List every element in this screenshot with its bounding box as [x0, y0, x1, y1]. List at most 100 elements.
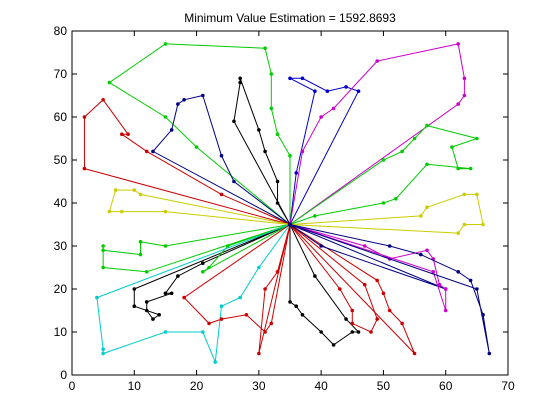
route-point [144, 270, 149, 274]
route-18 [288, 222, 417, 356]
route-point [244, 313, 249, 317]
route-point [201, 270, 205, 274]
route-point [213, 360, 218, 364]
route-point [450, 145, 454, 149]
route-point [356, 330, 361, 334]
route-point [456, 102, 460, 106]
route-point [219, 304, 224, 309]
y-tick-label: 70 [54, 67, 68, 81]
route-point [356, 89, 361, 93]
route-point [443, 287, 448, 291]
route-point [126, 132, 130, 136]
route-point [419, 214, 423, 218]
route-point [319, 244, 323, 248]
route-line [83, 99, 291, 225]
route-line [289, 43, 465, 225]
route-point [375, 317, 380, 321]
route-point [194, 145, 199, 149]
route-point [275, 270, 280, 274]
route-line [289, 224, 378, 333]
y-tick-label: 40 [54, 196, 68, 210]
route-point [412, 351, 417, 356]
route-point [443, 308, 448, 313]
route-8 [107, 188, 292, 227]
route-point [300, 313, 305, 317]
route-point [331, 343, 336, 347]
route-point [468, 166, 473, 171]
route-point [163, 115, 168, 119]
route-point [238, 295, 242, 300]
route-point [294, 304, 299, 309]
route-point [201, 93, 205, 98]
route-point [462, 93, 467, 98]
y-tick-label: 20 [54, 282, 68, 296]
route-point [412, 136, 417, 141]
route-point [425, 205, 429, 210]
route-point [207, 321, 211, 326]
route-point [163, 330, 168, 334]
route-point [375, 59, 380, 63]
route-point [344, 85, 348, 89]
route-point [288, 153, 292, 158]
route-point [400, 321, 404, 326]
route-point [275, 132, 280, 136]
route-point [325, 89, 330, 93]
route-point [138, 239, 143, 244]
route-point [462, 192, 467, 197]
route-point [481, 313, 485, 317]
route-point [132, 287, 137, 291]
route-point [120, 209, 124, 214]
route-point [300, 149, 305, 154]
route-line [289, 224, 416, 354]
route-point [257, 128, 261, 132]
route-point [288, 76, 292, 81]
route-14 [182, 222, 292, 334]
route-point [481, 222, 485, 227]
x-tick-label: 50 [377, 379, 391, 393]
route-19 [288, 222, 448, 291]
route-point [101, 265, 105, 270]
route-point [431, 270, 436, 274]
route-point [487, 351, 492, 356]
route-point [182, 295, 186, 300]
x-tick-label: 30 [252, 379, 266, 393]
route-point [269, 321, 274, 326]
route-5 [288, 42, 467, 227]
route-point [319, 115, 323, 119]
route-point [201, 261, 205, 266]
route-point [394, 196, 398, 201]
route-point [263, 287, 267, 291]
route-point [456, 231, 460, 235]
route-point [263, 46, 267, 50]
route-line [289, 224, 446, 290]
y-tick-label: 10 [54, 325, 68, 339]
route-point [176, 274, 180, 278]
route-point [294, 171, 299, 175]
x-tick-label: 0 [69, 379, 76, 393]
route-point [369, 330, 373, 334]
route-point [313, 89, 317, 93]
route-point [138, 192, 143, 197]
route-point [201, 330, 205, 334]
route-point [419, 252, 423, 257]
route-line [102, 224, 291, 273]
route-point [475, 287, 479, 291]
route-point [169, 291, 174, 296]
route-point [456, 42, 460, 46]
route-point [468, 278, 473, 283]
route-point [381, 158, 386, 162]
route-point [275, 179, 280, 184]
route-11 [132, 222, 292, 321]
route-point [101, 248, 105, 253]
route-point [319, 330, 323, 334]
route-3 [232, 76, 292, 227]
route-point [257, 351, 261, 356]
route-line [289, 193, 484, 234]
x-tick-label: 70 [501, 379, 515, 393]
route-point [263, 149, 267, 154]
route-21 [288, 222, 492, 356]
route-point [475, 192, 479, 197]
route-4 [288, 76, 361, 227]
route-point [219, 153, 224, 158]
